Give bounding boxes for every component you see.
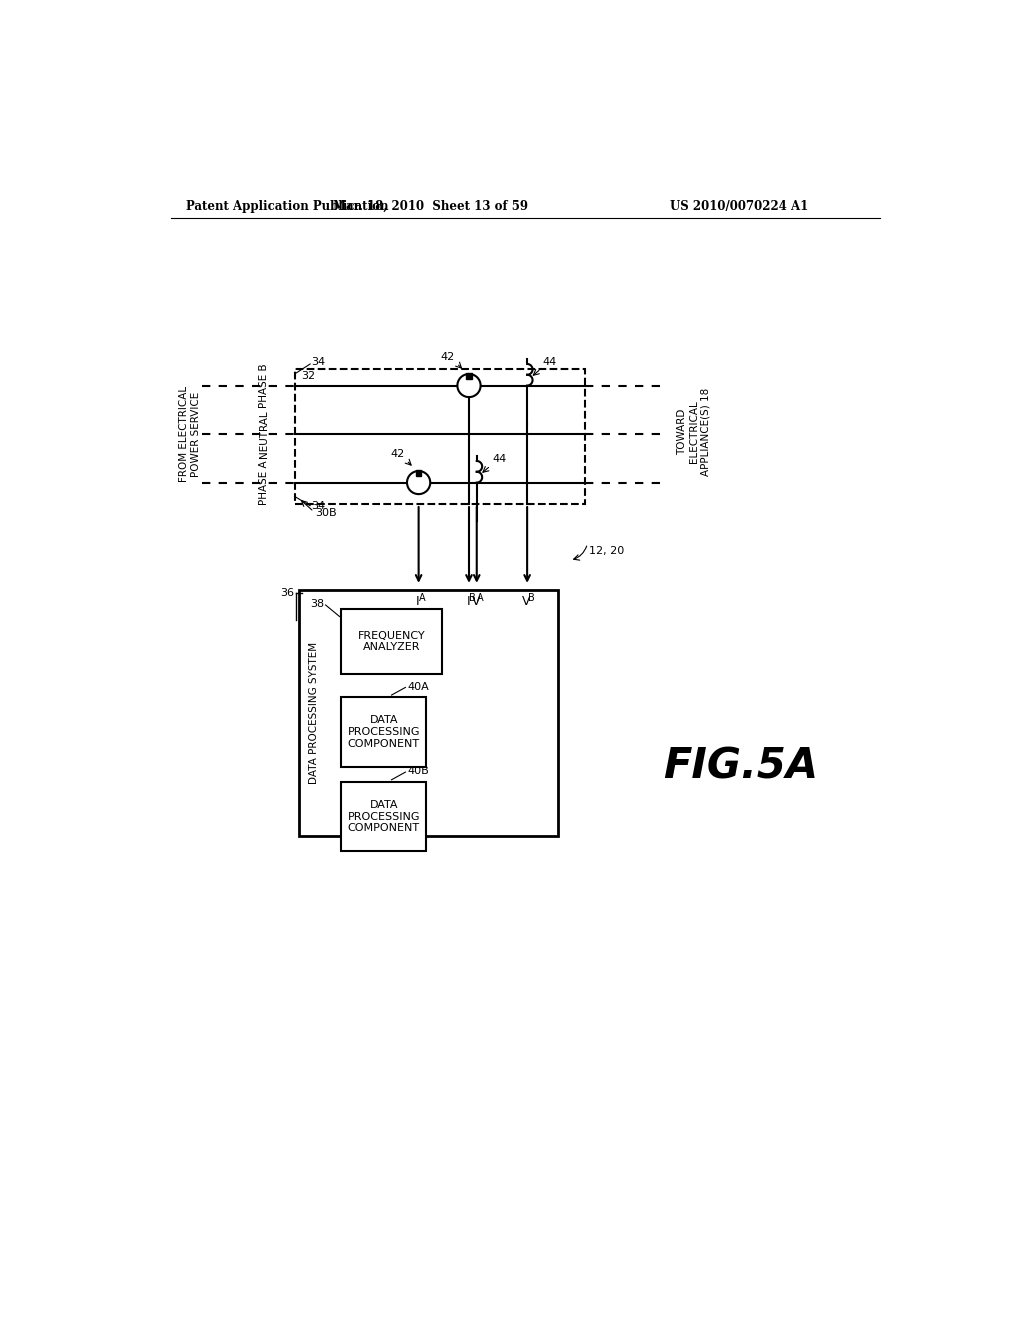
Bar	[416, 470, 421, 475]
Text: I: I	[466, 595, 470, 609]
Text: 44: 44	[543, 358, 557, 367]
Text: Patent Application Publication: Patent Application Publication	[186, 199, 389, 213]
Text: B: B	[527, 593, 535, 603]
Bar	[466, 374, 472, 379]
Text: 32: 32	[301, 371, 315, 380]
Bar	[295, 368, 586, 504]
Bar	[341, 781, 426, 851]
Bar	[299, 590, 558, 836]
Text: B: B	[469, 593, 476, 603]
Text: A: A	[419, 593, 426, 603]
Circle shape	[407, 471, 430, 494]
Bar	[341, 609, 442, 675]
Text: 38: 38	[310, 599, 324, 610]
Text: Mar. 18, 2010  Sheet 13 of 59: Mar. 18, 2010 Sheet 13 of 59	[333, 199, 527, 213]
Text: 34: 34	[311, 502, 325, 511]
Text: FREQUENCY
ANALYZER: FREQUENCY ANALYZER	[357, 631, 425, 652]
Text: 12, 20: 12, 20	[589, 546, 625, 556]
Text: PHASE A: PHASE A	[259, 461, 268, 504]
Text: FROM ELECTRICAL
POWER SERVICE: FROM ELECTRICAL POWER SERVICE	[179, 385, 201, 482]
Text: DATA
PROCESSING
COMPONENT: DATA PROCESSING COMPONENT	[347, 800, 420, 833]
Text: 40B: 40B	[407, 767, 429, 776]
Text: A: A	[477, 593, 484, 603]
Text: 44: 44	[493, 454, 507, 465]
Text: DATA
PROCESSING
COMPONENT: DATA PROCESSING COMPONENT	[347, 715, 420, 748]
Text: 40A: 40A	[407, 681, 429, 692]
Text: DATA PROCESSING SYSTEM: DATA PROCESSING SYSTEM	[309, 642, 319, 784]
Circle shape	[458, 374, 480, 397]
Text: I: I	[416, 595, 420, 609]
Text: PHASE B: PHASE B	[259, 363, 268, 408]
Text: V: V	[472, 595, 480, 609]
Text: FIG.5A: FIG.5A	[663, 746, 818, 788]
Text: US 2010/0070224 A1: US 2010/0070224 A1	[671, 199, 809, 213]
Text: 34: 34	[311, 358, 325, 367]
Text: TOWARD
ELECTRICAL
APPLIANCE(S) 18: TOWARD ELECTRICAL APPLIANCE(S) 18	[677, 388, 711, 477]
Bar	[341, 697, 426, 767]
Text: V: V	[522, 595, 530, 609]
Text: 36: 36	[280, 589, 294, 598]
Text: 30B: 30B	[315, 508, 337, 519]
Text: 42: 42	[390, 449, 404, 459]
Text: 42: 42	[440, 351, 455, 362]
Text: NEUTRAL: NEUTRAL	[259, 411, 268, 458]
